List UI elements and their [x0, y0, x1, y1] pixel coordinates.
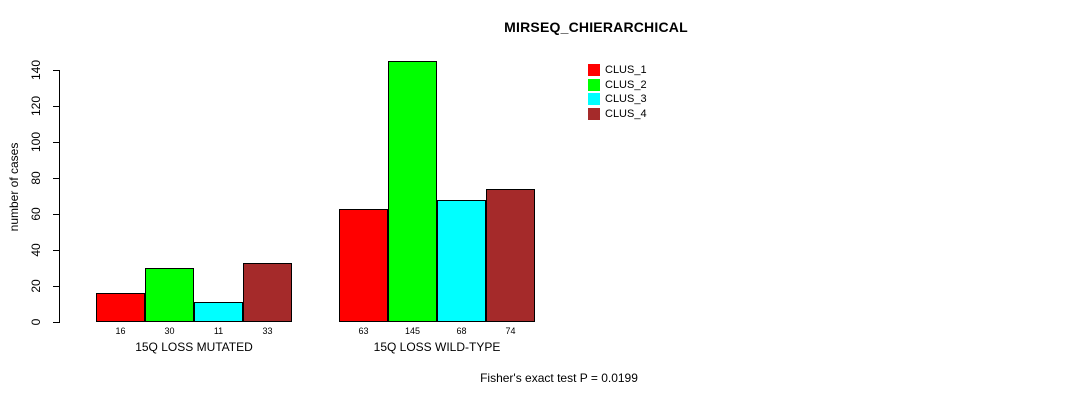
y-axis-tick: [53, 322, 60, 323]
legend: CLUS_1 CLUS_2 CLUS_3 CLUS_4: [588, 63, 647, 121]
legend-item: CLUS_3: [588, 92, 647, 107]
legend-item: CLUS_1: [588, 63, 647, 78]
bar-clus_3-2: [437, 200, 486, 322]
bar-value-label: 11: [213, 326, 224, 336]
bar-clus_4-1: [243, 263, 292, 322]
y-axis-tick: [53, 286, 60, 287]
bar-clus_3-1: [194, 302, 243, 322]
bar-value-label: 145: [404, 326, 421, 336]
legend-swatch: [588, 78, 600, 91]
legend-label: CLUS_2: [605, 78, 647, 91]
bar-clus_2-2: [388, 61, 437, 322]
y-axis-tick: [53, 214, 60, 215]
y-axis-tick: [53, 106, 60, 107]
chart-title: MIRSEQ_CHIERARCHICAL: [504, 19, 688, 35]
bar-clus_2-1: [145, 268, 194, 322]
y-axis-tick-label: 80: [29, 171, 43, 185]
bar-value-label: 30: [164, 326, 175, 336]
legend-swatch: [588, 64, 600, 77]
y-axis-tick: [53, 142, 60, 143]
y-axis-tick: [53, 250, 60, 251]
y-axis-tick-label: 40: [29, 243, 43, 257]
bar-clus_4-2: [486, 189, 535, 322]
bar-value-label: 74: [505, 326, 516, 336]
group-label: 15Q LOSS MUTATED: [135, 340, 253, 354]
bar-value-label: 68: [456, 326, 467, 336]
legend-label: CLUS_4: [605, 107, 647, 120]
y-axis-tick-label: 140: [29, 59, 43, 81]
group-label: 15Q LOSS WILD-TYPE: [373, 340, 501, 354]
bar-clus_1-1: [96, 293, 145, 322]
legend-item: CLUS_2: [588, 78, 647, 93]
y-axis-tick-label: 60: [29, 207, 43, 221]
bar-value-label: 16: [115, 326, 126, 336]
annotation-text: Fisher's exact test P = 0.0199: [480, 371, 638, 385]
bar-value-label: 33: [262, 326, 273, 336]
y-axis-tick: [53, 178, 60, 179]
y-axis-tick-label: 20: [29, 279, 43, 293]
y-axis-tick-label: 0: [29, 318, 43, 326]
y-axis-tick-label: 100: [29, 131, 43, 153]
y-axis-tick-label: 120: [29, 95, 43, 117]
bar-value-label: 63: [358, 326, 369, 336]
legend-swatch: [588, 107, 600, 120]
legend-item: CLUS_4: [588, 107, 647, 122]
y-axis-label: number of cases: [7, 142, 21, 232]
legend-label: CLUS_1: [605, 64, 647, 77]
legend-label: CLUS_3: [605, 93, 647, 106]
legend-swatch: [588, 93, 600, 106]
bar-clus_1-2: [339, 209, 388, 322]
y-axis-line: [59, 70, 60, 323]
y-axis-tick: [53, 70, 60, 71]
